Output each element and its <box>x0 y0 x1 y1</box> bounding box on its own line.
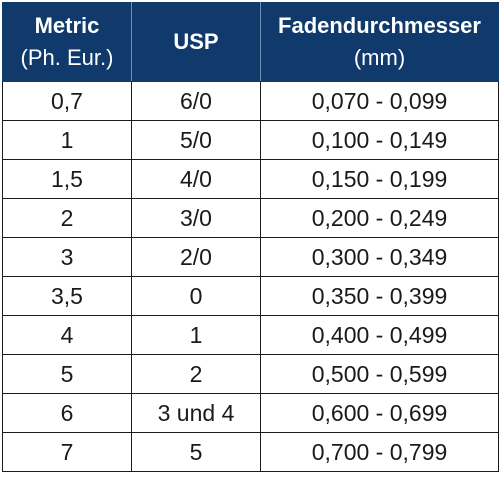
cell-metric: 3,5 <box>2 276 132 316</box>
cell-usp: 5 <box>131 432 261 472</box>
cell-usp: 3/0 <box>131 198 261 238</box>
cell-diameter: 0,150 - 0,199 <box>260 159 499 199</box>
cell-metric: 6 <box>2 393 132 433</box>
table-row: 7 5 0,700 - 0,799 <box>2 432 499 472</box>
cell-usp: 3 und 4 <box>131 393 261 433</box>
suture-size-table: Metric (Ph. Eur.) USP Fadendurchmesser (… <box>2 2 499 472</box>
table-row: 4 1 0,400 - 0,499 <box>2 315 499 355</box>
cell-diameter: 0,300 - 0,349 <box>260 237 499 277</box>
cell-usp: 4/0 <box>131 159 261 199</box>
cell-metric: 7 <box>2 432 132 472</box>
header-diameter-label: Fadendurchmesser <box>278 13 481 38</box>
cell-diameter: 0,700 - 0,799 <box>260 432 499 472</box>
cell-usp: 2 <box>131 354 261 394</box>
header-usp-label: USP <box>173 29 219 54</box>
header-metric-sublabel: (Ph. Eur.) <box>20 45 114 70</box>
table-row: 2 3/0 0,200 - 0,249 <box>2 198 499 238</box>
cell-diameter: 0,350 - 0,399 <box>260 276 499 316</box>
cell-metric: 0,7 <box>2 81 132 121</box>
header-diameter-unit: (mm) <box>353 45 406 70</box>
header-metric: Metric (Ph. Eur.) <box>2 2 132 82</box>
cell-usp: 5/0 <box>131 120 261 160</box>
cell-usp: 2/0 <box>131 237 261 277</box>
cell-diameter: 0,200 - 0,249 <box>260 198 499 238</box>
cell-usp: 1 <box>131 315 261 355</box>
cell-metric: 5 <box>2 354 132 394</box>
cell-diameter: 0,100 - 0,149 <box>260 120 499 160</box>
cell-metric: 3 <box>2 237 132 277</box>
cell-diameter: 0,600 - 0,699 <box>260 393 499 433</box>
cell-metric: 1 <box>2 120 132 160</box>
cell-metric: 1,5 <box>2 159 132 199</box>
cell-diameter: 0,400 - 0,499 <box>260 315 499 355</box>
cell-usp: 6/0 <box>131 81 261 121</box>
header-diameter: Fadendurchmesser (mm) <box>260 2 499 82</box>
table-row: 1,5 4/0 0,150 - 0,199 <box>2 159 499 199</box>
table-row: 6 3 und 4 0,600 - 0,699 <box>2 393 499 433</box>
header-row: Metric (Ph. Eur.) USP Fadendurchmesser (… <box>2 2 499 82</box>
table-row: 3,5 0 0,350 - 0,399 <box>2 276 499 316</box>
table-row: 0,7 6/0 0,070 - 0,099 <box>2 81 499 121</box>
cell-usp: 0 <box>131 276 261 316</box>
table-row: 5 2 0,500 - 0,599 <box>2 354 499 394</box>
cell-diameter: 0,070 - 0,099 <box>260 81 499 121</box>
cell-metric: 4 <box>2 315 132 355</box>
table-row: 3 2/0 0,300 - 0,349 <box>2 237 499 277</box>
cell-diameter: 0,500 - 0,599 <box>260 354 499 394</box>
cell-metric: 2 <box>2 198 132 238</box>
header-usp: USP <box>131 2 261 82</box>
header-metric-label: Metric <box>34 13 100 38</box>
table-body: 0,7 6/0 0,070 - 0,099 1 5/0 0,100 - 0,14… <box>2 81 499 472</box>
table-header: Metric (Ph. Eur.) USP Fadendurchmesser (… <box>2 2 499 82</box>
table-row: 1 5/0 0,100 - 0,149 <box>2 120 499 160</box>
